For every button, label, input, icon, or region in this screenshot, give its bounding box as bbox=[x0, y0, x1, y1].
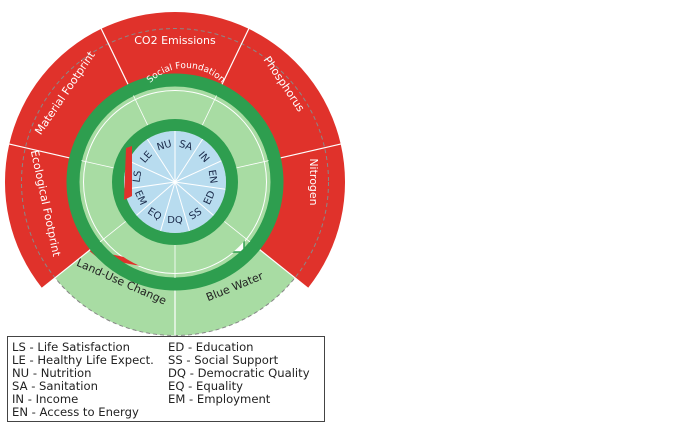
legend-item-ss: SS - Social Support bbox=[168, 353, 279, 368]
inner-divider-8 bbox=[124, 181, 176, 190]
inner-divider-2 bbox=[174, 160, 222, 183]
outer-divider-3 bbox=[259, 248, 309, 290]
legend-item-eq: EQ - Equality bbox=[168, 379, 243, 394]
inner-divider-4 bbox=[174, 181, 214, 216]
middle-divider-3 bbox=[223, 220, 251, 243]
safe-space-ring bbox=[84, 91, 266, 273]
legend-item-nu: NU - Nutrition bbox=[12, 366, 92, 381]
inner-dividers bbox=[124, 131, 226, 232]
outer-divider-6 bbox=[8, 143, 70, 159]
co2-emissions-overshoot bbox=[101, 11, 249, 89]
social-foundation-ring bbox=[112, 119, 238, 245]
ecological-ceiling-ring bbox=[66, 73, 284, 291]
middle-divider-0 bbox=[133, 95, 149, 126]
middle-divider-1 bbox=[201, 95, 217, 126]
legend: LS - Life Satisfaction LE - Healthy Life… bbox=[7, 336, 325, 422]
middle-dividers bbox=[81, 95, 269, 278]
legend-item-le: LE - Healthy Life Expect. bbox=[12, 353, 154, 368]
middle-divider-6 bbox=[81, 160, 114, 169]
outer-divider-5 bbox=[41, 248, 91, 290]
legend-item-dq: DQ - Democratic Quality bbox=[168, 366, 310, 381]
inner-label-nu: NU bbox=[156, 139, 173, 154]
legend-item-in: IN - Income bbox=[12, 392, 79, 407]
shortfall-indicator-ls-em bbox=[124, 146, 132, 200]
inner-divider-3 bbox=[174, 181, 226, 190]
nitrogen-label: Nitrogen bbox=[307, 158, 320, 205]
inner-divider-1 bbox=[174, 138, 204, 183]
legend-item-ed: ED - Education bbox=[168, 340, 254, 354]
inner-divider-9 bbox=[128, 160, 176, 183]
outer-divider-1 bbox=[221, 27, 250, 85]
middle-divider-5 bbox=[99, 220, 127, 243]
inner-divider-7 bbox=[136, 181, 176, 216]
overshoot-wedges bbox=[4, 11, 346, 289]
legend-item-en: EN - Access to Energy bbox=[12, 405, 139, 420]
inner-divider-6 bbox=[160, 181, 176, 232]
inner-label-ed: ED bbox=[202, 189, 218, 207]
phosphorus-overshoot bbox=[220, 28, 341, 159]
legend-item-ls: LS - Life Satisfaction bbox=[12, 340, 130, 354]
inner-label-dq: DQ bbox=[167, 215, 183, 226]
middle-divider-2 bbox=[236, 160, 269, 169]
legend-left-column: LS - Life Satisfaction LE - Healthy Life… bbox=[12, 340, 154, 420]
legend-item-em: EM - Employment bbox=[168, 392, 271, 407]
legend-item-sa: SA - Sanitation bbox=[12, 379, 98, 394]
outer-divider-2 bbox=[280, 143, 342, 159]
ecological-ceiling-label: Ecological Ceiling bbox=[139, 0, 230, 12]
inner-label-en: EN bbox=[206, 169, 219, 184]
inner-divider-10 bbox=[146, 138, 176, 183]
co2-emissions-label: CO2 Emissions bbox=[134, 34, 216, 47]
inner-label-sa: SA bbox=[178, 139, 194, 153]
ecological-footprint-overshoot bbox=[4, 144, 94, 289]
inner-label-ls: LS bbox=[132, 170, 145, 183]
inner-divider-5 bbox=[174, 181, 190, 232]
nitrogen-overshoot bbox=[256, 144, 346, 289]
material-footprint-overshoot bbox=[9, 28, 130, 159]
outer-divider-0 bbox=[100, 27, 129, 85]
outer-band-group bbox=[4, 11, 346, 336]
legend-right-column: ED - Education SS - Social Support DQ - … bbox=[168, 340, 310, 407]
